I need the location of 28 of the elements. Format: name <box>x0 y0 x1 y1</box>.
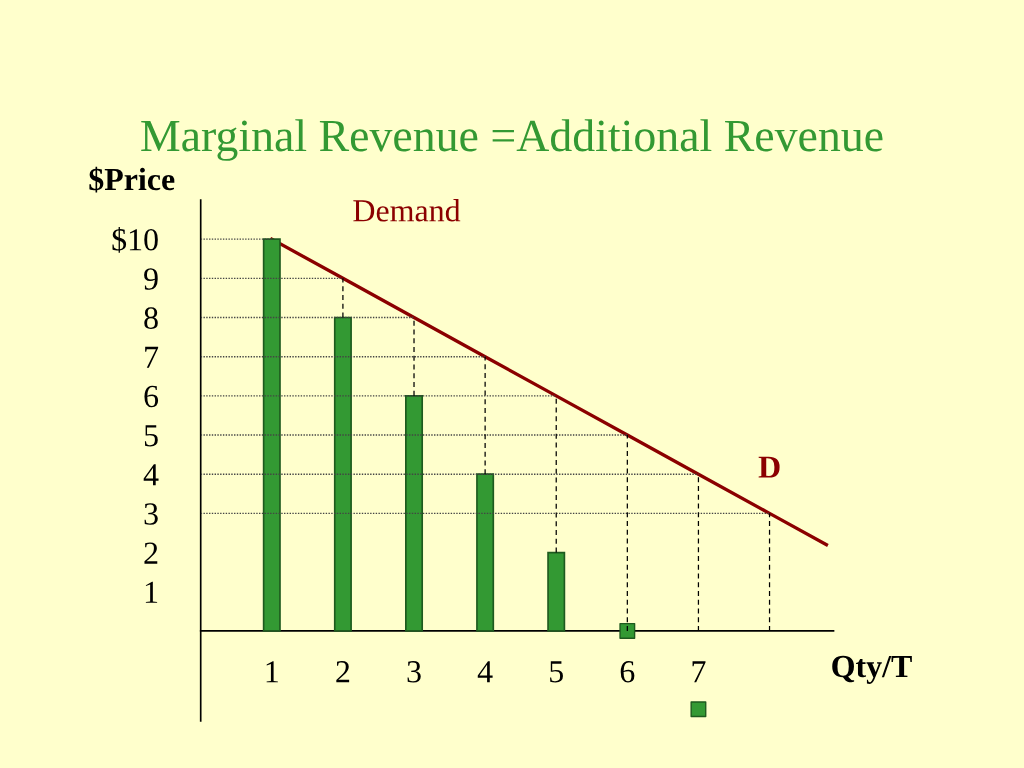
series-label: Demand <box>353 199 461 222</box>
bar <box>547 551 566 632</box>
x-tick-label: 1 <box>266 661 278 683</box>
y-tick-label: 5 <box>144 425 158 447</box>
y-tick-label: 8 <box>144 307 158 329</box>
y-tick-label: 7 <box>145 346 159 368</box>
y-tick-label: 1 <box>145 581 158 603</box>
x-axis-title: Qty/T <box>832 655 912 684</box>
y-tick-label: 3 <box>144 503 158 525</box>
x-tick-label: 6 <box>620 661 635 683</box>
y-tick-label: $10 <box>112 227 158 253</box>
bar <box>476 473 495 632</box>
bar <box>262 238 281 632</box>
bar <box>405 395 424 632</box>
y-tick-label: 4 <box>143 464 159 486</box>
x-tick-label: 4 <box>477 661 493 683</box>
x-tick-label: 2 <box>336 661 350 683</box>
y-tick-label: 2 <box>144 542 158 564</box>
line-series <box>270 237 829 547</box>
y-axis-title: $Price <box>89 166 175 193</box>
x-tick-label: 5 <box>550 661 563 683</box>
y-tick-label: 6 <box>144 385 159 408</box>
annotation: D <box>758 456 780 478</box>
x-tick-label: 3 <box>407 661 421 683</box>
chart-title: Marginal Revenue =Additional Revenue <box>141 119 883 161</box>
x-tick-label: 7 <box>692 661 706 683</box>
bar <box>333 316 352 632</box>
y-tick-label: 9 <box>144 268 158 290</box>
